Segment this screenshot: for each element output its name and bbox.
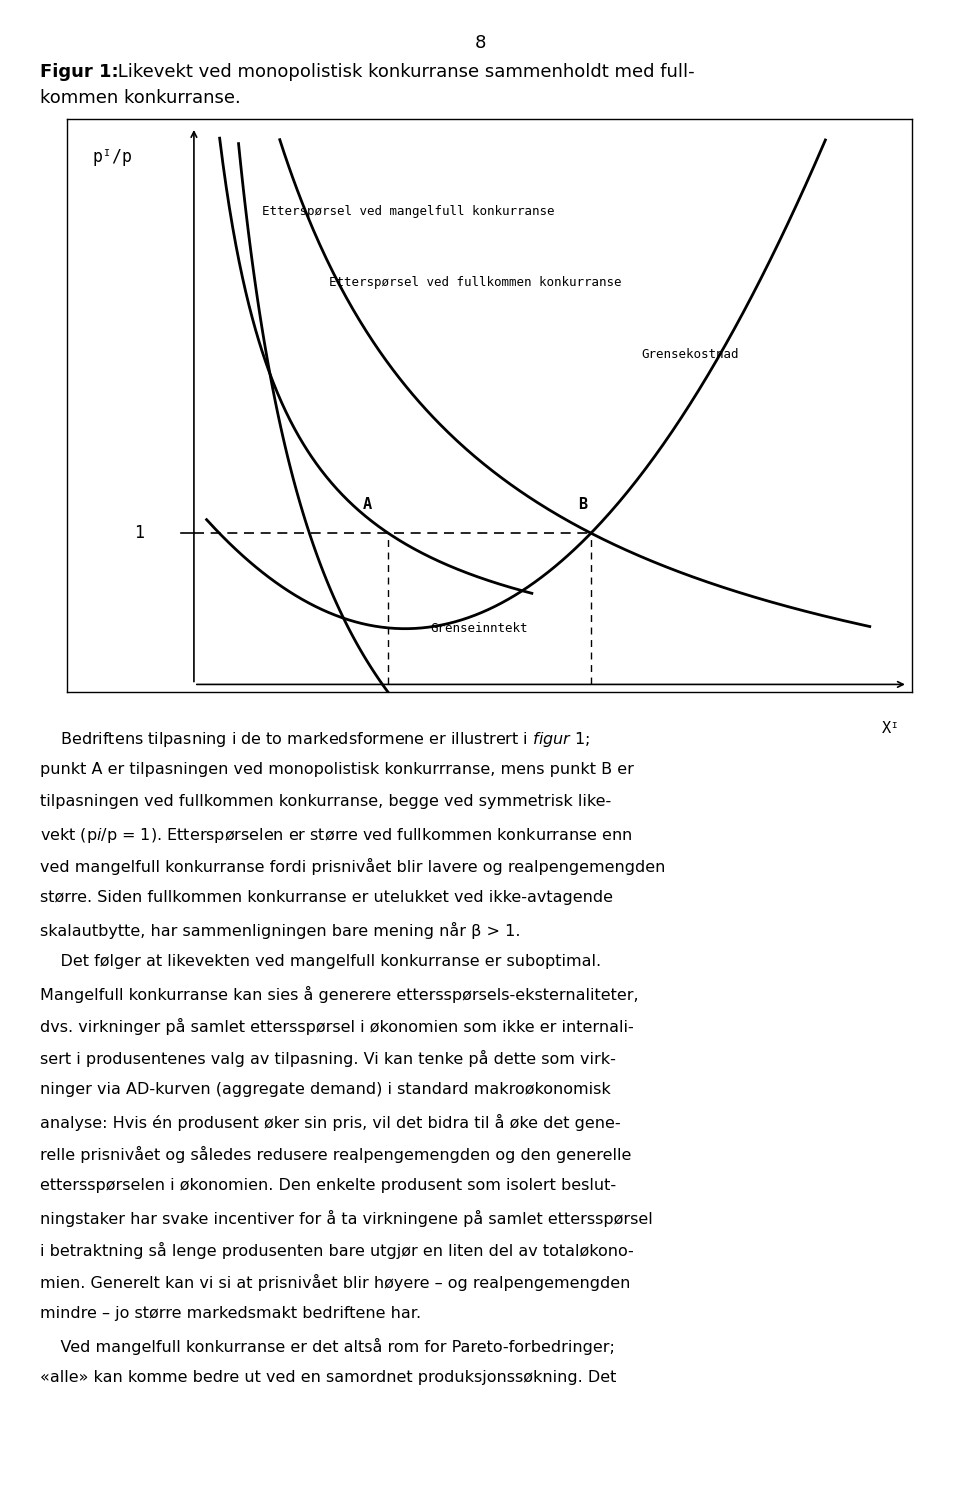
Text: ettersspørselen i økonomien. Den enkelte produsent som isolert beslut-: ettersspørselen i økonomien. Den enkelte… [40, 1178, 616, 1193]
Text: mien. Generelt kan vi si at prisnivået blir høyere – og realpengemengden: mien. Generelt kan vi si at prisnivået b… [40, 1273, 631, 1291]
Text: i betraktning så lenge produsenten bare utgjør en liten del av totaløkono-: i betraktning så lenge produsenten bare … [40, 1242, 634, 1258]
Text: kommen konkurranse.: kommen konkurranse. [40, 89, 241, 107]
Text: «alle» kan komme bedre ut ved en samordnet produksjonssøkning. Det: «alle» kan komme bedre ut ved en samordn… [40, 1370, 616, 1385]
Text: Mangelfull konkurranse kan sies å generere ettersspørsels-eksternaliteter,: Mangelfull konkurranse kan sies å genere… [40, 986, 639, 1002]
Text: Ved mangelfull konkurranse er det altså rom for Pareto-forbedringer;: Ved mangelfull konkurranse er det altså … [40, 1337, 615, 1355]
Text: 8: 8 [474, 34, 486, 52]
Text: ved mangelfull konkurranse fordi prisnivået blir lavere og realpengemengden: ved mangelfull konkurranse fordi prisniv… [40, 858, 665, 874]
Text: sert i produsentenes valg av tilpasning. Vi kan tenke på dette som virk-: sert i produsentenes valg av tilpasning.… [40, 1050, 616, 1066]
Text: Bedriftens tilpasning i de to markedsformene er illustrert i $\mathit{figur\ 1}$: Bedriftens tilpasning i de to markedsfor… [40, 730, 590, 749]
Text: ninger via AD-kurven (aggregate demand) i standard makroøkonomisk: ninger via AD-kurven (aggregate demand) … [40, 1081, 612, 1097]
Text: analyse: Hvis én produsent øker sin pris, vil det bidra til å øke det gene-: analyse: Hvis én produsent øker sin pris… [40, 1114, 621, 1130]
Text: relle prisnivået og således redusere realpengemengden og den generelle: relle prisnivået og således redusere rea… [40, 1147, 632, 1163]
Text: 1: 1 [134, 524, 144, 542]
Text: vekt (p$\mathit{i}$/p = 1). Etterspørselen er større ved fullkommen konkurranse : vekt (p$\mathit{i}$/p = 1). Etterspørsel… [40, 825, 633, 844]
Text: Grensekostnad: Grensekostnad [641, 348, 739, 360]
Text: pᴵ/p: pᴵ/p [92, 147, 132, 165]
Text: Xᴵ: Xᴵ [881, 721, 900, 736]
Text: større. Siden fullkommen konkurranse er utelukket ved ikke-avtagende: større. Siden fullkommen konkurranse er … [40, 889, 613, 905]
Text: punkt A er tilpasningen ved monopolistisk konkurrranse, mens punkt B er: punkt A er tilpasningen ved monopolistis… [40, 762, 635, 777]
Text: dvs. virkninger på samlet ettersspørsel i økonomien som ikke er internali-: dvs. virkninger på samlet ettersspørsel … [40, 1018, 634, 1035]
Text: Likevekt ved monopolistisk konkurranse sammenholdt med full-: Likevekt ved monopolistisk konkurranse s… [112, 63, 695, 80]
Text: B: B [578, 497, 588, 512]
Text: Grenseinntekt: Grenseinntekt [430, 622, 528, 634]
Text: Figur 1:: Figur 1: [40, 63, 119, 80]
Text: Etterspørsel ved mangelfull konkurranse: Etterspørsel ved mangelfull konkurranse [261, 204, 554, 217]
Text: mindre – jo større markedsmakt bedriftene har.: mindre – jo større markedsmakt bedriften… [40, 1306, 421, 1321]
Text: A: A [363, 497, 372, 512]
Text: tilpasningen ved fullkommen konkurranse, begge ved symmetrisk like-: tilpasningen ved fullkommen konkurranse,… [40, 794, 612, 809]
Text: skalautbytte, har sammenligningen bare mening når β > 1.: skalautbytte, har sammenligningen bare m… [40, 922, 521, 938]
Text: ningstaker har svake incentiver for å ta virkningene på samlet ettersspørsel: ningstaker har svake incentiver for å ta… [40, 1209, 653, 1227]
Text: Det følger at likevekten ved mangelfull konkurranse er suboptimal.: Det følger at likevekten ved mangelfull … [40, 953, 602, 969]
Text: Etterspørsel ved fullkommen konkurranse: Etterspørsel ved fullkommen konkurranse [329, 277, 621, 289]
